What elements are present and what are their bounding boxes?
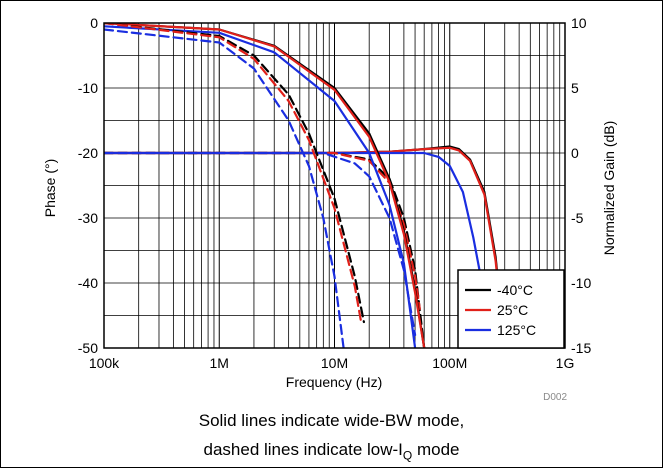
y-tick-label-right: -10 bbox=[571, 275, 591, 291]
gain-series-line bbox=[104, 151, 421, 311]
figure-note: D002 bbox=[543, 392, 567, 401]
x-tick-label: 100k bbox=[89, 355, 120, 371]
y-tick-label-right: 10 bbox=[571, 15, 587, 31]
caption-line-2: dashed lines indicate low-IQ mode bbox=[1, 440, 662, 462]
x-tick-label: 10M bbox=[321, 355, 348, 371]
legend-label: 25°C bbox=[497, 302, 528, 318]
y-tick-label-left: -20 bbox=[78, 145, 98, 161]
plot-frame bbox=[103, 22, 566, 349]
tick-labels: 100k 1M 10M 100M 1G 0 -10 -20 -30 -40 -50 10 5 0 -5 -10… bbox=[78, 15, 592, 371]
caption-line-2-suffix: mode bbox=[412, 440, 460, 459]
phase-series-line bbox=[104, 23, 365, 324]
y-axis-right-label: Normalized Gain (dB) bbox=[601, 121, 617, 256]
caption-line-2-prefix: dashed lines indicate low-I bbox=[203, 440, 403, 459]
curves bbox=[104, 23, 506, 348]
phase-series-line bbox=[104, 23, 363, 324]
x-tick-label: 1G bbox=[556, 355, 575, 371]
y-tick-label-right: 5 bbox=[571, 80, 579, 96]
phase-series-line bbox=[104, 23, 426, 348]
y-tick-label-right: -5 bbox=[571, 210, 584, 226]
x-tick-label: 100M bbox=[432, 355, 467, 371]
y-tick-label-right: 0 bbox=[571, 145, 579, 161]
y-tick-label-left: -30 bbox=[78, 210, 98, 226]
caption-subscript: Q bbox=[402, 448, 413, 463]
x-tick-label: 1M bbox=[210, 355, 229, 371]
y-tick-label-left: -10 bbox=[78, 80, 98, 96]
legend-label: -40°C bbox=[497, 282, 533, 298]
x-axis-label: Frequency (Hz) bbox=[286, 374, 382, 390]
caption-line-1: Solid lines indicate wide-BW mode, bbox=[198, 411, 465, 430]
bode-chart: 100k 1M 10M 100M 1G 0 -10 -20 -30 -40 -50 10 5 0 -5 -10… bbox=[42, 15, 617, 401]
legend-label: 125°C bbox=[497, 322, 536, 338]
y-axis-left-label: Phase (°) bbox=[42, 159, 58, 218]
legend: -40°C 25°C 125°C bbox=[457, 269, 565, 349]
y-tick-label-left: -40 bbox=[78, 275, 98, 291]
y-tick-label-left: -50 bbox=[78, 340, 98, 356]
phase-series-line bbox=[104, 28, 345, 348]
phase-series-line bbox=[104, 25, 417, 348]
y-tick-label-left: 0 bbox=[90, 15, 98, 31]
gain-series-line bbox=[104, 151, 417, 337]
y-tick-label-right: -15 bbox=[571, 340, 591, 356]
